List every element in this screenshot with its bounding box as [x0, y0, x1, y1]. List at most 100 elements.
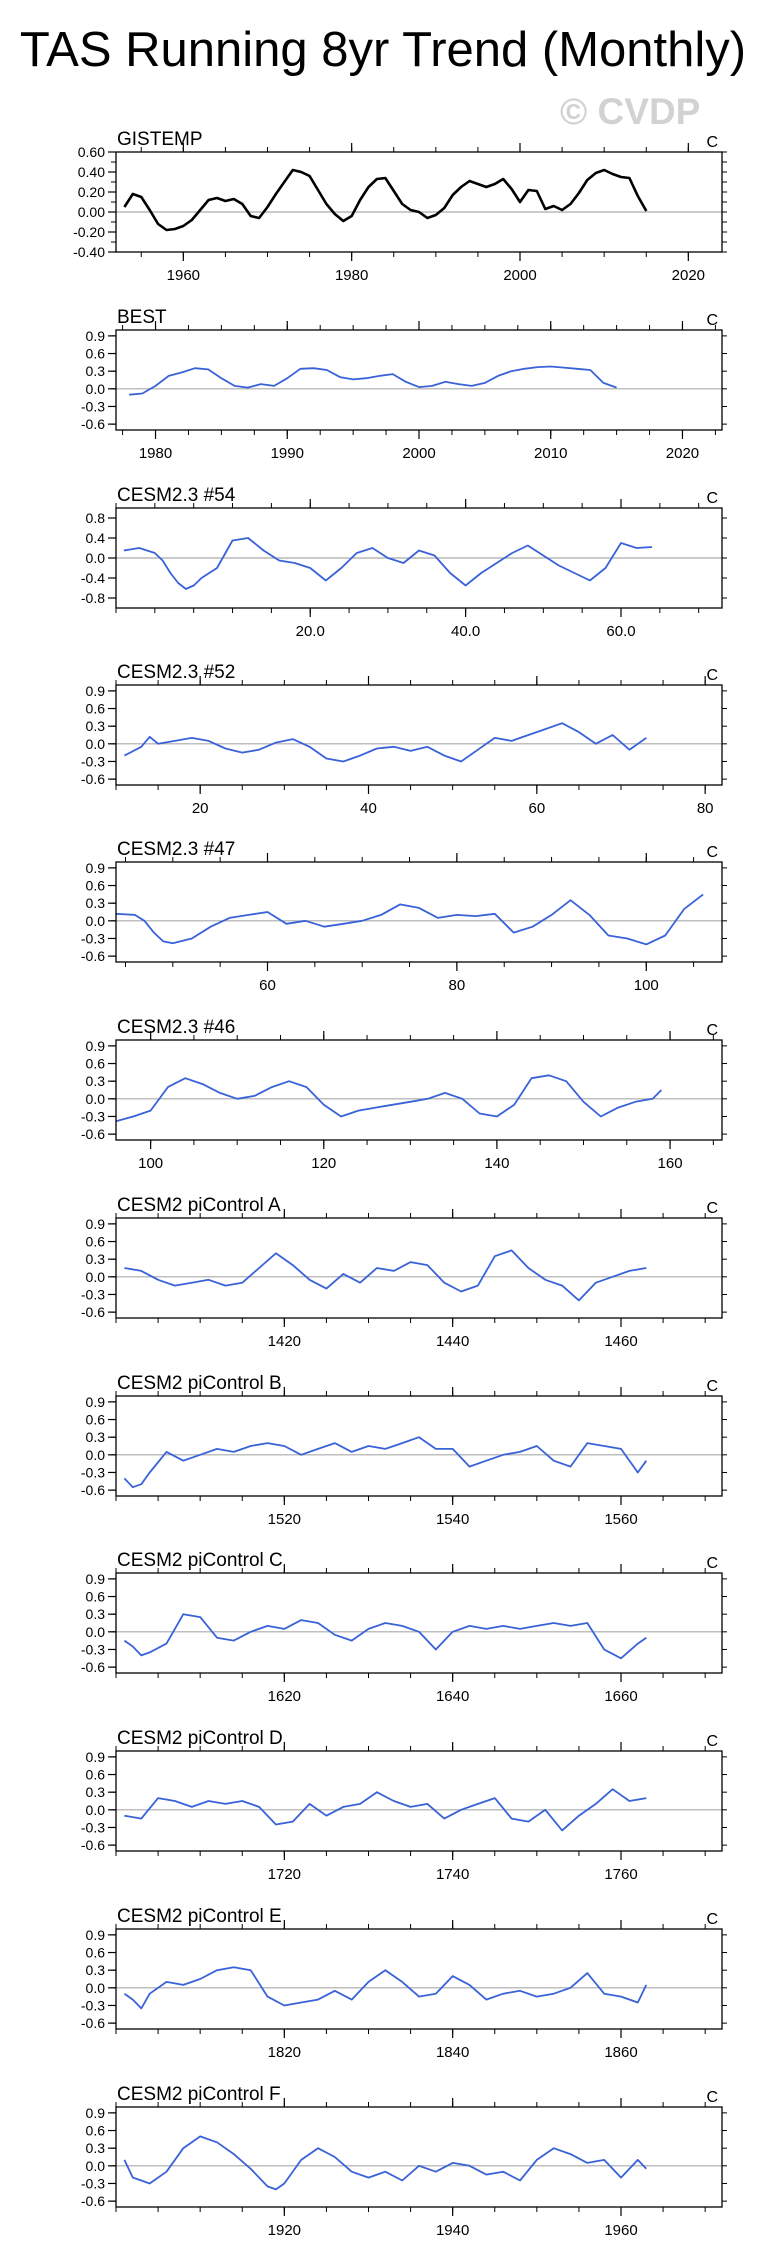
y-tick-label: 0.0	[86, 1091, 106, 1107]
units-label: C	[706, 1733, 718, 1750]
x-tick-label: 120	[311, 1155, 336, 1172]
y-tick-label: -0.6	[81, 1837, 105, 1853]
panel-7: CESM2 piControl B C -0.6 -0.30.0 0.30.6 0.9 15…	[81, 1373, 727, 1528]
y-tick-label: -0.8	[81, 590, 105, 606]
x-tick-label: 1840	[436, 2044, 469, 2061]
units-label: C	[706, 1200, 718, 1217]
y-tick-label: 0.3	[86, 1251, 106, 1267]
y-tick-label: -0.6	[81, 1126, 105, 1142]
y-tick-label: -0.3	[81, 1108, 105, 1124]
panel-title: CESM2.3 #46	[117, 1017, 235, 1038]
y-tick-label: 0.0	[86, 1802, 106, 1818]
x-tick-label: 1460	[604, 1333, 637, 1350]
units-label: C	[706, 312, 718, 329]
series-line	[124, 1788, 647, 1832]
x-tick-label: 1980	[335, 267, 368, 284]
x-tick-label: 40.0	[451, 623, 480, 640]
x-tick-label: 1920	[268, 2222, 301, 2239]
plot-frame	[115, 1395, 723, 1497]
plot-frame	[115, 1928, 723, 2030]
plot-frame	[115, 861, 723, 963]
x-tick-label: 2020	[666, 445, 699, 462]
x-tick-label: 80	[449, 977, 466, 994]
x-tick-label: 100	[634, 977, 659, 994]
units-label: C	[706, 1378, 718, 1395]
x-tick-label: 1990	[271, 445, 304, 462]
y-tick-label: -0.6	[81, 2193, 105, 2209]
panel-title: CESM2 piControl D	[117, 1728, 283, 1749]
watermark: © CVDP	[560, 91, 701, 132]
panel-title: BEST	[117, 307, 167, 328]
y-tick-label: 0.8	[86, 510, 106, 526]
plot-frame	[115, 1039, 723, 1141]
y-tick-label: 0.3	[86, 1073, 106, 1089]
y-tick-label: -0.40	[73, 244, 105, 260]
x-tick-label: 1560	[604, 1511, 637, 1528]
y-tick-label: 0.3	[86, 1962, 106, 1978]
y-tick-label: 0.6	[86, 346, 106, 362]
series-line	[123, 722, 647, 763]
x-tick-label: 1640	[436, 1688, 469, 1705]
y-tick-label: 0.0	[86, 550, 106, 566]
panel-title: CESM2 piControl B	[117, 1373, 282, 1394]
panel-10: CESM2 piControl E C -0.6 -0.30.0 0.30.6 0.9 18…	[81, 1906, 727, 2061]
y-tick-label: 0.9	[86, 1927, 106, 1943]
x-tick-label: 1960	[604, 2222, 637, 2239]
y-tick-label: 0.3	[86, 1784, 106, 1800]
y-tick-label: 0.0	[86, 1269, 106, 1285]
y-tick-label: 0.4	[86, 530, 106, 546]
y-tick-label: 0.3	[86, 718, 106, 734]
series-line	[123, 1613, 647, 1660]
y-tick-label: 0.0	[86, 736, 106, 752]
y-tick-label: -0.3	[81, 2175, 105, 2191]
series-line	[123, 537, 653, 590]
panel-6: CESM2 piControl A C -0.6 -0.30.0 0.30.6 0.9 14…	[81, 1195, 727, 1350]
x-tick-label: 1860	[604, 2044, 637, 2061]
plot-frame	[115, 1750, 723, 1852]
y-tick-label: -0.3	[81, 1819, 105, 1835]
panel-title: CESM2 piControl E	[117, 1906, 282, 1927]
plot-frame	[115, 329, 723, 431]
y-tick-label: 0.60	[78, 144, 105, 160]
panel-title: CESM2.3 #52	[117, 662, 235, 683]
y-tick-label: -0.3	[81, 1997, 105, 2013]
series-line	[129, 365, 617, 396]
x-tick-label: 1720	[268, 1866, 301, 1883]
y-tick-label: 0.6	[86, 878, 106, 894]
y-tick-label: 0.6	[86, 1412, 106, 1428]
panel-0: GISTEMP C -0.40 -0.20 0.00 0.20 0.40 0.60 1960 19…	[73, 129, 727, 284]
panel-title: CESM2.3 #54	[117, 485, 236, 506]
y-tick-label: 0.20	[78, 184, 105, 200]
figure-title: TAS Running 8yr Trend (Monthly)	[19, 23, 747, 77]
series-line	[123, 1436, 648, 1489]
series-line	[115, 893, 704, 946]
y-tick-label: 0.9	[86, 328, 106, 344]
x-tick-label: 1540	[436, 1511, 469, 1528]
plot-frame	[115, 1572, 723, 1674]
y-tick-label: -0.3	[81, 753, 105, 769]
x-tick-label: 1820	[268, 2044, 301, 2061]
y-tick-label: -0.6	[81, 771, 105, 787]
panel-5: CESM2.3 #46 C -0.6 -0.30.0 0.30.6 0.9 100 120 14…	[81, 1017, 727, 1172]
y-tick-label: 0.9	[86, 1571, 106, 1587]
panel-2: CESM2.3 #54 C -0.8 -0.4 0.0 0.4 0.8 20.0 40.0 60.…	[81, 485, 727, 640]
series-line	[115, 1074, 663, 1123]
x-tick-label: 2000	[402, 445, 435, 462]
y-tick-label: 0.6	[86, 2123, 106, 2139]
y-tick-label: 0.3	[86, 363, 106, 379]
series-line	[123, 2135, 647, 2191]
x-tick-label: 1960	[167, 267, 200, 284]
y-tick-label: 0.9	[86, 1394, 106, 1410]
y-tick-label: 0.6	[86, 1234, 106, 1250]
y-tick-label: -0.6	[81, 1659, 105, 1675]
x-tick-label: 40	[360, 800, 377, 817]
x-tick-label: 20	[192, 800, 209, 817]
x-tick-label: 60	[528, 800, 545, 817]
units-label: C	[706, 1911, 718, 1928]
y-tick-label: -0.6	[81, 2015, 105, 2031]
y-tick-label: -0.3	[81, 1286, 105, 1302]
y-tick-label: 0.3	[86, 2140, 106, 2156]
x-tick-label: 2010	[534, 445, 567, 462]
y-tick-label: 0.40	[78, 164, 105, 180]
x-tick-label: 1520	[268, 1511, 301, 1528]
